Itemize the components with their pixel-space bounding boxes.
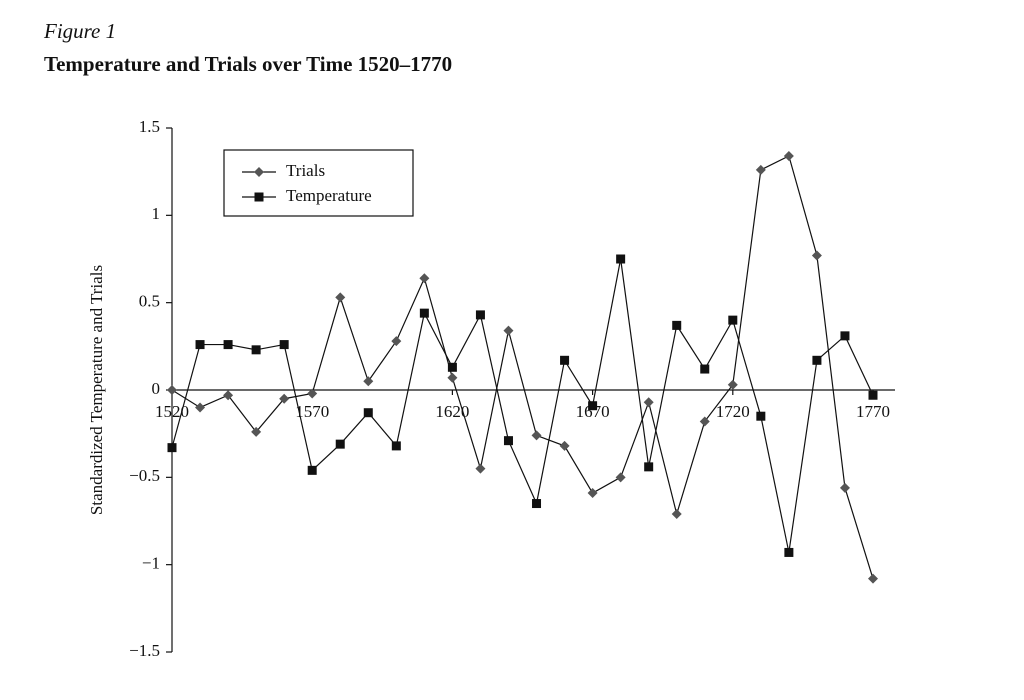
y-axis-label: Standardized Temperature and Trials (87, 265, 106, 515)
data-point (644, 462, 654, 472)
data-point (363, 408, 373, 418)
data-point (532, 499, 542, 509)
x-tick-label: 1570 (295, 402, 329, 421)
data-point (391, 441, 401, 451)
data-point (559, 440, 570, 451)
data-point (419, 273, 430, 284)
data-point (307, 388, 318, 399)
y-tick-label: 1.5 (139, 117, 160, 136)
series-line (171, 258, 874, 553)
data-point (699, 416, 710, 427)
data-point (391, 336, 402, 347)
data-point (167, 385, 177, 395)
data-point (307, 465, 317, 475)
legend-box (223, 149, 414, 217)
data-point (588, 401, 598, 411)
data-point (615, 472, 626, 483)
y-tick-label: −1.5 (129, 641, 160, 660)
data-point (756, 411, 766, 421)
data-point (475, 463, 486, 474)
figure-label: Figure 1 (43, 19, 116, 43)
data-point (672, 320, 682, 330)
data-point (223, 340, 233, 350)
data-point (251, 426, 262, 437)
data-point (643, 397, 654, 408)
data-point (503, 325, 514, 336)
data-point (840, 331, 850, 341)
data-point (531, 430, 542, 441)
data-point (363, 376, 374, 387)
legend-label: Temperature (286, 186, 372, 205)
chart-title: Temperature and Trials over Time 1520–17… (44, 52, 452, 76)
data-point (503, 436, 513, 446)
data-point (447, 372, 458, 383)
data-point (279, 393, 290, 404)
data-point (167, 443, 177, 453)
data-point (419, 308, 429, 318)
y-tick-label: 0.5 (139, 292, 160, 311)
x-tick-label: 1770 (856, 402, 890, 421)
legend-marker (254, 192, 264, 202)
data-point (223, 390, 234, 401)
data-point (560, 355, 570, 365)
data-point (755, 164, 766, 175)
data-point (251, 345, 261, 355)
data-point (475, 310, 485, 320)
x-tick-label: 1670 (576, 402, 610, 421)
data-point (784, 547, 794, 557)
y-tick-label: −0.5 (129, 466, 160, 485)
data-point (587, 488, 598, 499)
data-point (335, 292, 346, 303)
data-point (868, 573, 878, 584)
y-tick-label: 1 (152, 204, 161, 223)
data-point (868, 390, 878, 400)
data-point (783, 150, 794, 161)
legend-marker (254, 167, 264, 177)
data-point (279, 340, 289, 350)
data-point (616, 254, 626, 264)
data-point (195, 402, 206, 413)
data-point (447, 362, 457, 372)
data-point (812, 355, 822, 365)
data-point (335, 439, 345, 449)
data-point (728, 315, 738, 325)
data-point (727, 379, 738, 390)
data-point (811, 250, 822, 261)
data-point (671, 509, 682, 520)
data-point (839, 482, 850, 493)
x-tick-label: 1720 (716, 402, 750, 421)
data-point (195, 340, 205, 350)
data-point (700, 364, 710, 374)
y-tick-label: −1 (142, 554, 160, 573)
y-tick-label: 0 (152, 379, 161, 398)
legend-label: Trials (286, 161, 325, 180)
series-line (171, 155, 874, 579)
